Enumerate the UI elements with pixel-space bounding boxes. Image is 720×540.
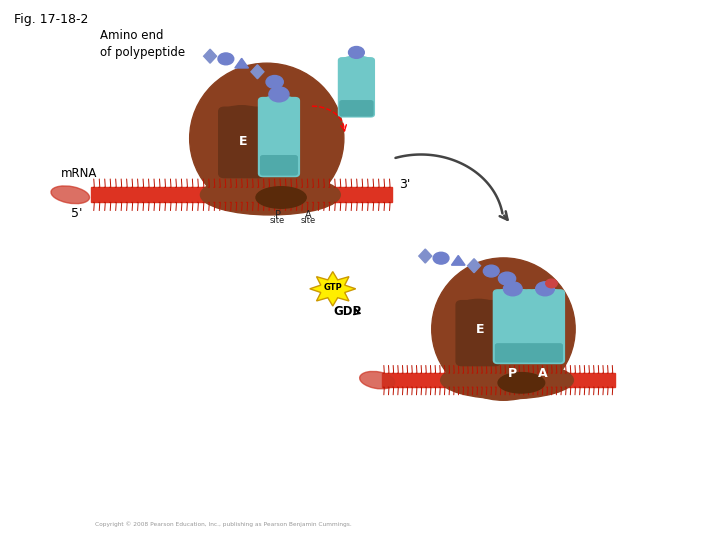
Ellipse shape [51,186,89,204]
Text: Copyright © 2008 Pearson Education, Inc., publishing as Pearson Benjamin Cumming: Copyright © 2008 Pearson Education, Inc.… [94,521,351,527]
Polygon shape [451,255,465,265]
FancyBboxPatch shape [526,290,564,363]
FancyBboxPatch shape [261,156,297,175]
Circle shape [498,272,516,285]
Ellipse shape [441,361,573,399]
Polygon shape [467,259,480,273]
FancyBboxPatch shape [338,58,374,117]
Ellipse shape [432,258,575,400]
Text: Fig. 17-18-2: Fig. 17-18-2 [14,13,89,26]
FancyBboxPatch shape [91,187,392,202]
FancyBboxPatch shape [219,107,265,178]
Circle shape [433,252,449,264]
Ellipse shape [360,372,395,389]
Text: P: P [508,367,518,380]
FancyBboxPatch shape [493,290,532,363]
Ellipse shape [200,174,341,215]
Ellipse shape [530,288,560,298]
FancyBboxPatch shape [528,344,562,362]
Circle shape [269,87,289,102]
Circle shape [536,282,554,296]
Circle shape [218,53,234,65]
FancyBboxPatch shape [382,373,615,387]
Circle shape [266,76,283,89]
Text: P: P [274,210,281,220]
Polygon shape [419,249,432,263]
Ellipse shape [498,373,545,393]
Text: E: E [475,322,484,335]
FancyBboxPatch shape [258,98,300,177]
Ellipse shape [498,288,528,298]
Ellipse shape [462,299,495,310]
Polygon shape [235,58,248,68]
Text: Amino end
of polypeptide: Amino end of polypeptide [100,29,186,59]
Text: 3': 3' [400,178,411,191]
Text: E: E [239,134,248,147]
Text: 5': 5' [71,207,83,220]
Text: GDP: GDP [333,306,361,319]
Text: site: site [301,217,316,225]
Text: mRNA: mRNA [60,167,96,180]
Text: A: A [538,367,548,380]
Polygon shape [204,49,217,63]
Text: A: A [305,210,312,220]
Text: GTP: GTP [323,283,342,292]
FancyBboxPatch shape [495,344,530,362]
Ellipse shape [256,187,306,208]
Ellipse shape [263,96,295,106]
Circle shape [503,282,522,296]
Circle shape [483,265,499,277]
Polygon shape [251,65,264,79]
Circle shape [546,279,557,288]
FancyBboxPatch shape [340,101,373,116]
FancyBboxPatch shape [456,301,500,366]
Text: site: site [270,217,285,225]
Ellipse shape [225,106,259,117]
Polygon shape [310,272,356,306]
Ellipse shape [189,63,344,214]
Circle shape [348,46,364,58]
Ellipse shape [342,56,371,65]
